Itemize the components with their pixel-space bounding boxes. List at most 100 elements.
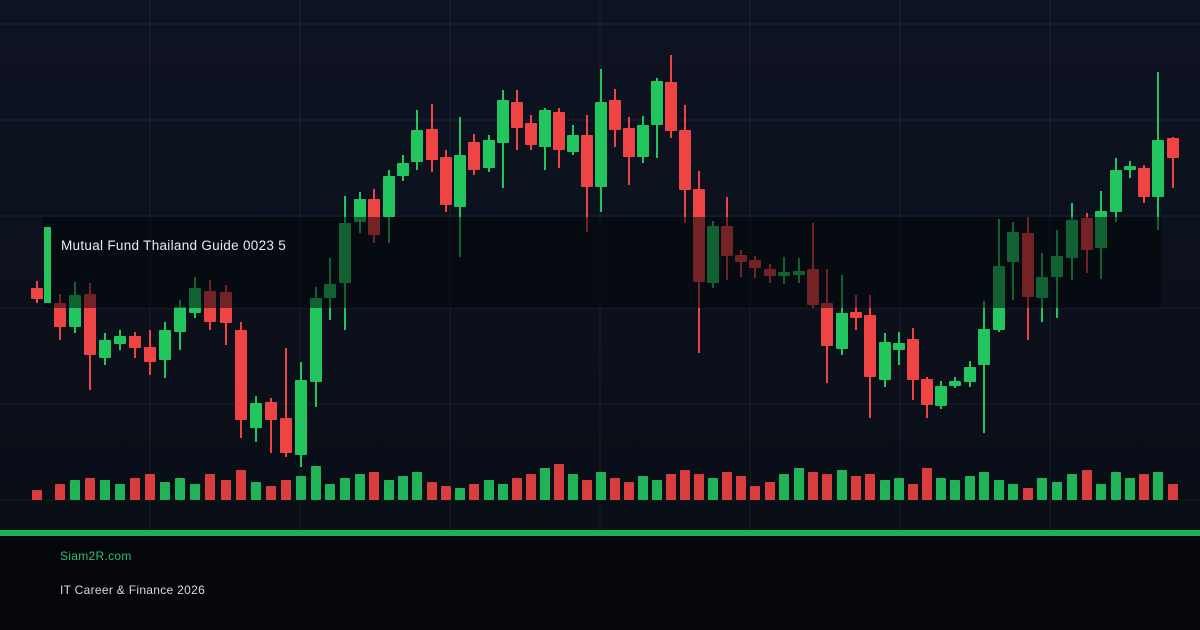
candle-body [1167,138,1179,158]
volume-bar [311,466,321,500]
volume-bar [340,478,350,500]
volume-bar [851,476,861,500]
volume-bar [979,472,989,500]
volume-bar [221,480,231,500]
volume-bar [1111,472,1121,500]
volume-bar [205,474,215,500]
candle-body [864,315,876,377]
candle-body [454,155,466,207]
volume-bar [779,474,789,500]
volume-bar [145,474,155,500]
volume-bar [55,484,65,500]
candle-body [310,298,322,382]
volume-bar [384,480,394,500]
candle-body [1138,168,1150,197]
volume-bar [1168,484,1178,500]
volume-bar [666,474,676,500]
volume-bar [398,476,408,500]
candle-body [553,112,565,150]
candle-body [31,288,43,299]
volume-bar [624,482,634,500]
volume-bar [266,486,276,500]
candle-body [468,142,480,170]
candle-body [850,312,862,318]
candle-body [411,130,423,162]
volume-bar [1008,484,1018,500]
volume-bar [596,472,606,500]
callout-accent-bar [44,227,51,303]
volume-bar [281,480,291,500]
title-callout: Mutual Fund Thailand Guide 0023 5 [43,217,1161,308]
volume-bar [865,474,875,500]
volume-bar [236,470,246,500]
candle-body [383,176,395,217]
volume-bar [994,480,1004,500]
volume-bar [922,468,932,500]
site-name: Siam2R.com [60,549,132,563]
volume-bar [469,484,479,500]
candle-body [679,130,691,190]
volume-bar [512,478,522,500]
volume-bar [680,470,690,500]
volume-bar [369,472,379,500]
volume-bar [880,480,890,500]
volume-bar [1082,470,1092,500]
footer-divider [0,530,1200,536]
volume-bar [526,474,536,500]
volume-bar [936,478,946,500]
volume-bar [638,476,648,500]
volume-bar [427,482,437,500]
volume-bar [1023,488,1033,500]
volume-bar [455,488,465,500]
volume-bar [822,474,832,500]
candle-body [821,303,833,346]
volume-bar [355,474,365,500]
volume-bar [694,474,704,500]
volume-bar [130,478,140,500]
candle-body [440,157,452,205]
candle-body [397,163,409,176]
candle-body [235,330,247,420]
volume-bar [1067,474,1077,500]
volume-bar [750,486,760,500]
candle-body [623,128,635,157]
volume-bar [894,478,904,500]
candle-body [525,123,537,145]
volume-bar [1052,482,1062,500]
candle-body [1124,166,1136,170]
volume-bar [175,478,185,500]
candle-body [1110,170,1122,212]
volume-bar [908,484,918,500]
candle-body [84,294,96,355]
candle-body [665,82,677,131]
candle-body [280,418,292,453]
volume-bar [296,476,306,500]
candle-body [174,307,186,332]
candle-body [497,100,509,143]
volume-bar [1139,474,1149,500]
footer-tagline: IT Career & Finance 2026 [60,583,206,597]
candle-body [511,102,523,128]
candle-body [265,402,277,420]
volume-bar [1125,478,1135,500]
volume-bar [1153,472,1163,500]
candle-body [836,313,848,349]
volume-bar [722,472,732,500]
candle-body [595,102,607,187]
candle-body [54,303,66,327]
volume-bar [950,480,960,500]
candlestick-chart [0,0,1200,530]
volume-bar [794,468,804,500]
volume-bar [100,480,110,500]
volume-bar [1096,484,1106,500]
volume-bar [498,484,508,500]
volume-bar [610,478,620,500]
candle-body [99,340,111,358]
candle-body [114,336,126,344]
volume-bar [32,490,42,500]
candle-body [637,125,649,157]
candle-body [879,342,891,380]
volume-bar [85,478,95,500]
volume-bar [837,470,847,500]
